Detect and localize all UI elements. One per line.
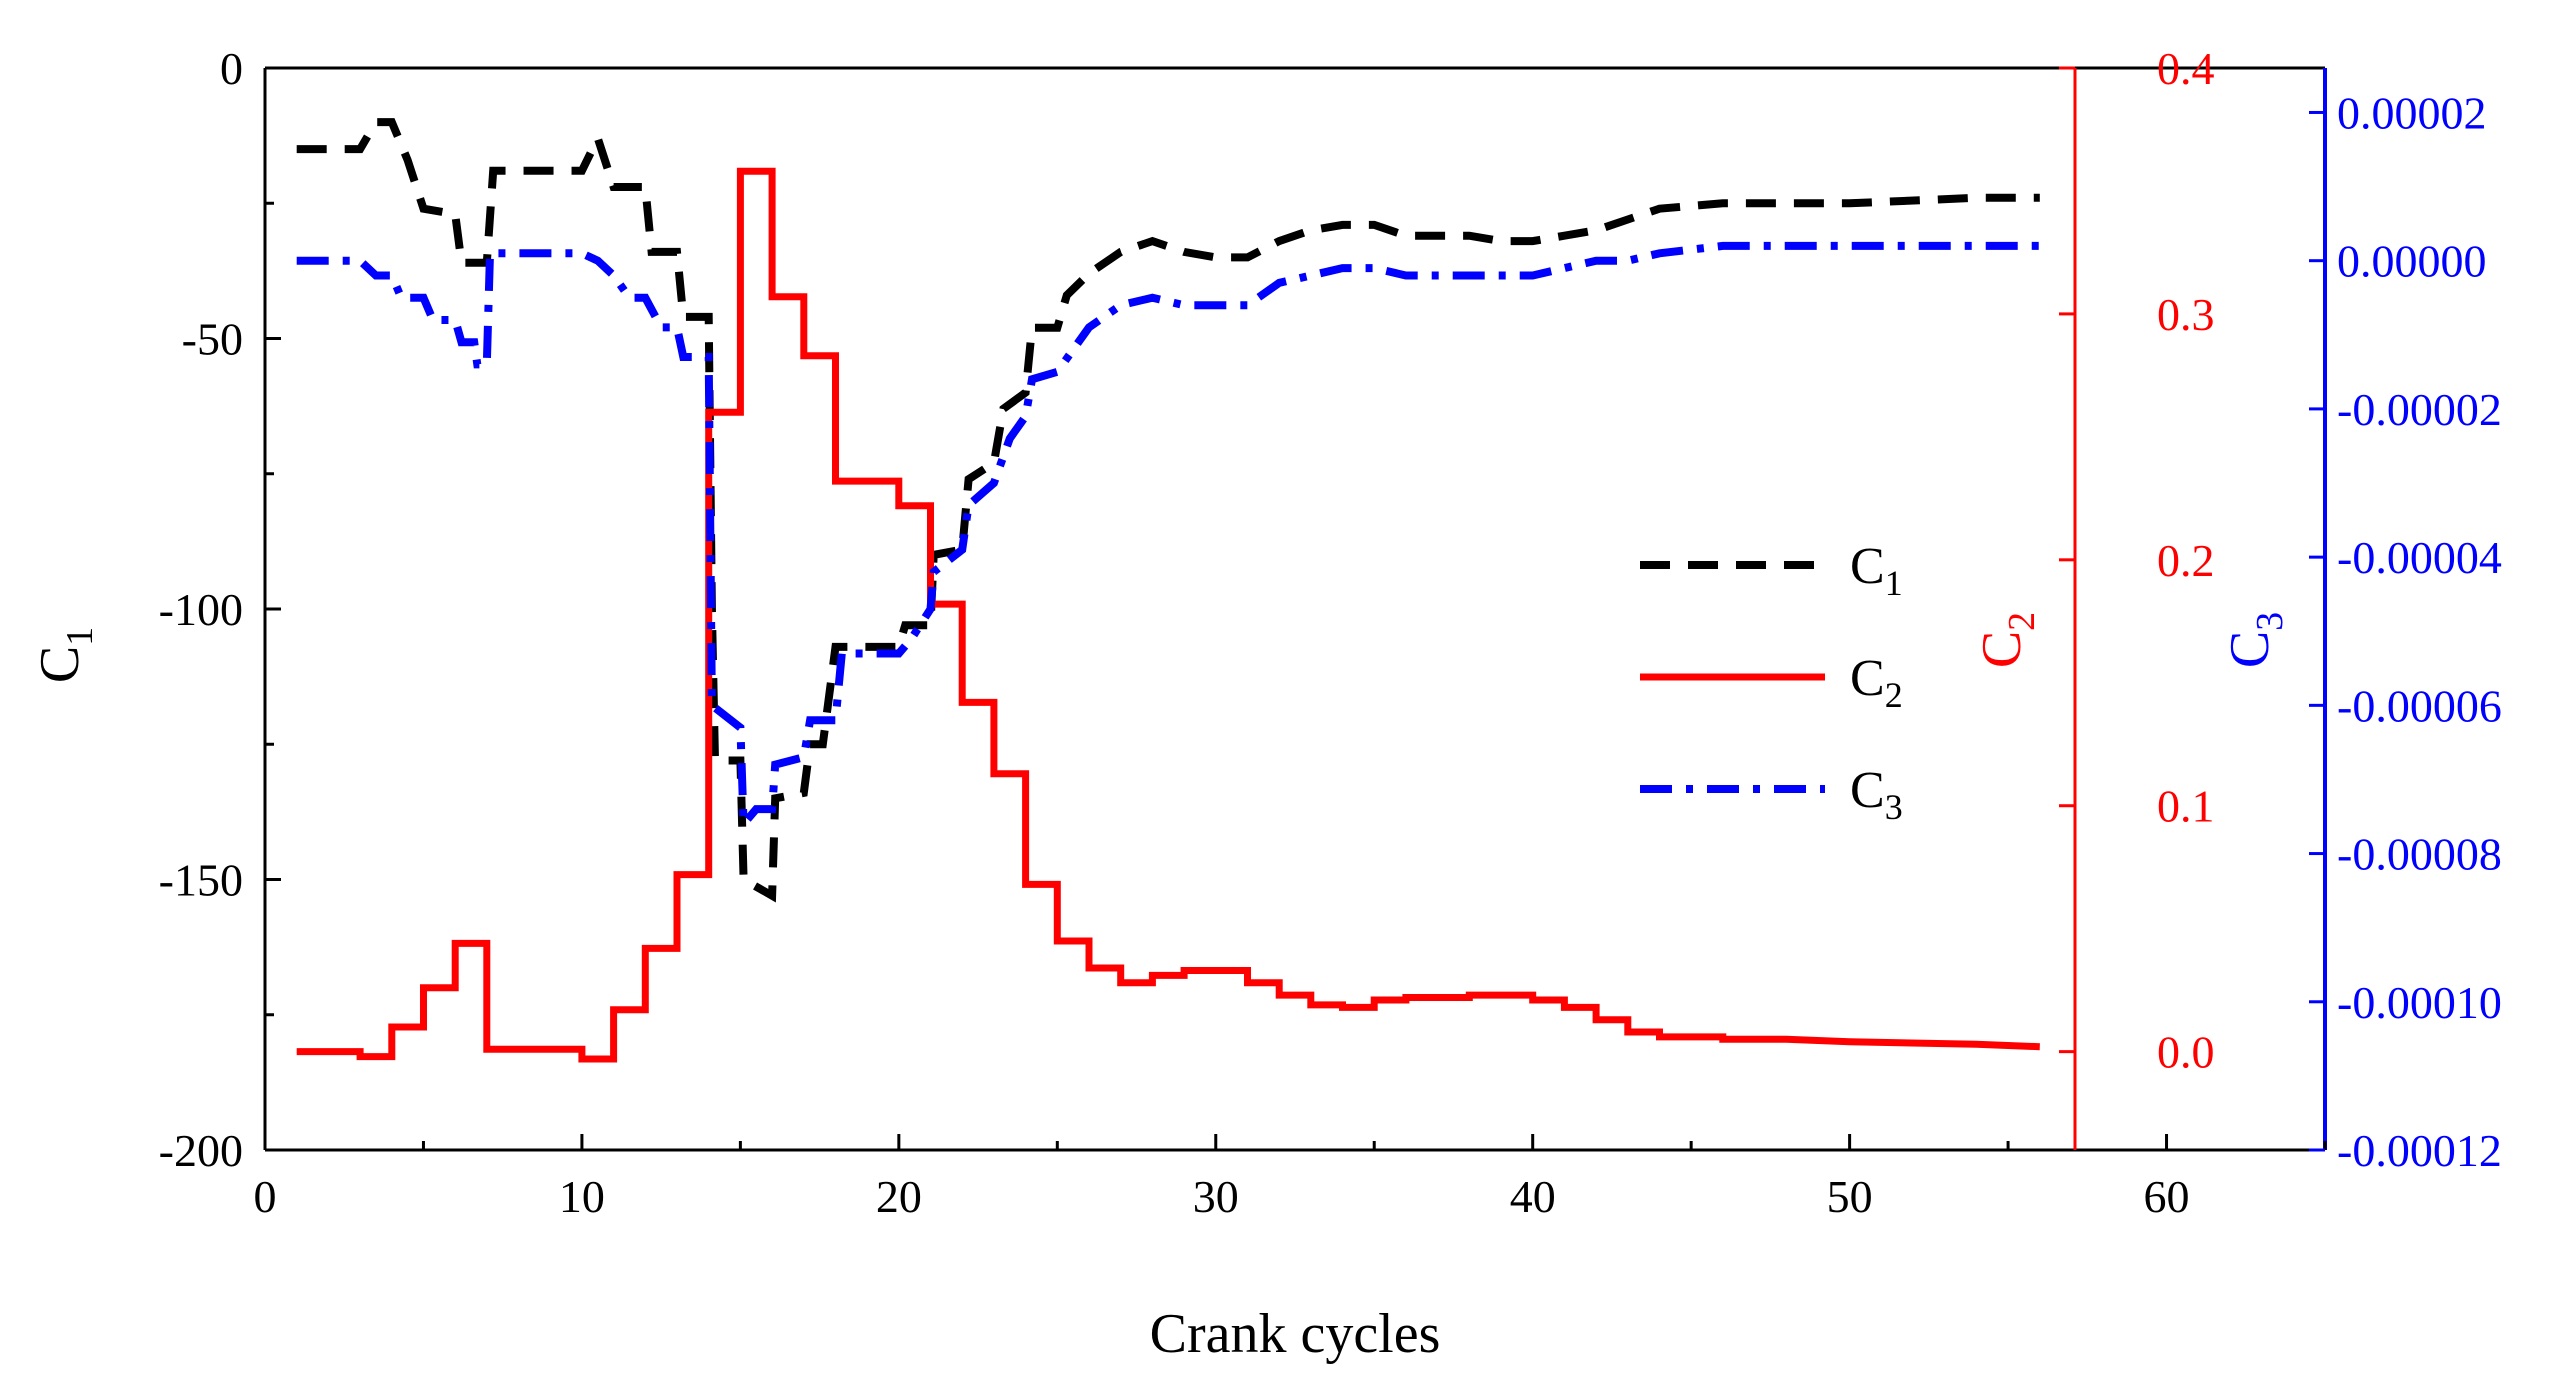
series-line-c2 — [296, 167, 2040, 1063]
c3-tick-label: 0.00000 — [2337, 236, 2487, 287]
c3-tick-label: -0.00012 — [2337, 1125, 2502, 1176]
legend: C1 C2 C3 — [1640, 538, 1903, 827]
legend-label-c2: C2 — [1850, 650, 1903, 715]
legend-label-c1: C1 — [1850, 538, 1903, 603]
c1-tick-label: -100 — [159, 584, 243, 635]
c1-tick-label: 0 — [220, 43, 243, 94]
c1-axis-title-text: C1 — [29, 627, 101, 683]
c3-axis-title: C3 — [2219, 612, 2291, 668]
c3-tick-label: 0.00002 — [2337, 87, 2487, 138]
c1-tick-label: -200 — [159, 1125, 243, 1176]
x-tick-label: 50 — [1827, 1171, 1873, 1222]
x-tick-label: 10 — [559, 1171, 605, 1222]
c2-axis-title-text: C2 — [1971, 612, 2043, 668]
c3-axis-title-text: C3 — [2219, 612, 2291, 668]
series-line-c1 — [296, 118, 2040, 903]
c3-tick-label: -0.00002 — [2337, 384, 2502, 435]
c2-axis-title: C2 — [1971, 612, 2043, 668]
legend-label-c3: C3 — [1850, 762, 1903, 827]
series-line-c3 — [296, 241, 2040, 835]
c1-tick-label: -150 — [159, 855, 243, 906]
c2-tick-label: 0.2 — [2157, 535, 2215, 586]
x-tick-label: 40 — [1510, 1171, 1556, 1222]
x-tick-label: 60 — [2144, 1171, 2190, 1222]
c1-tick-label: -50 — [182, 314, 243, 365]
c3-tick-label: -0.00010 — [2337, 977, 2502, 1028]
c2-tick-label: 0.1 — [2157, 781, 2215, 832]
x-tick-label: 0 — [254, 1171, 277, 1222]
c2-tick-label: 0.4 — [2157, 43, 2215, 94]
c3-tick-label: -0.00008 — [2337, 829, 2502, 880]
c2-tick-label: 0.3 — [2157, 289, 2215, 340]
c3-tick-label: -0.00006 — [2337, 680, 2502, 731]
x-axis-title: Crank cycles — [1150, 1303, 1441, 1365]
x-tick-label: 30 — [1193, 1171, 1239, 1222]
c1-axis-title: C1 — [29, 627, 101, 683]
c3-tick-label: -0.00004 — [2337, 532, 2502, 583]
c2-tick-label: 0.0 — [2157, 1027, 2215, 1078]
x-tick-label: 20 — [876, 1171, 922, 1222]
